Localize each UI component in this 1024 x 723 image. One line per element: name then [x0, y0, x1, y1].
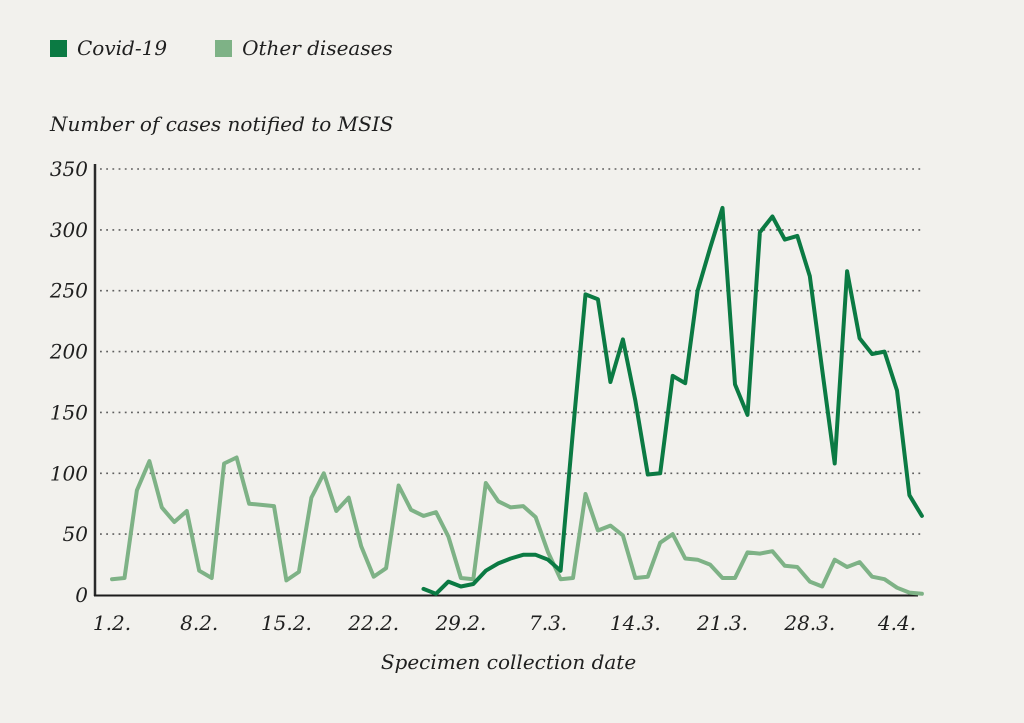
x-tick-label: 21.3.: [696, 611, 748, 635]
y-tick-label: 200: [49, 340, 88, 364]
y-axis-title: Number of cases notified to MSIS: [50, 112, 394, 136]
legend: Covid-19 Other diseases: [50, 38, 393, 58]
y-tick-label: 100: [50, 461, 88, 485]
y-tick-label: 300: [50, 218, 88, 242]
legend-item-other-diseases: Other diseases: [215, 38, 393, 58]
x-tick-label: 8.2.: [180, 611, 218, 635]
x-tick-label: 15.2.: [261, 611, 312, 635]
legend-label: Other diseases: [242, 36, 393, 60]
x-axis-title: Specimen collection date: [380, 650, 637, 674]
legend-item-covid-19: Covid-19: [50, 38, 167, 58]
x-tick-label: 1.2.: [93, 611, 131, 635]
x-tick-label: 7.3.: [529, 611, 567, 635]
y-tick-label: 250: [49, 279, 88, 303]
x-tick-label: 29.2.: [434, 611, 486, 635]
legend-swatch: [50, 39, 67, 57]
legend-label: Covid-19: [77, 36, 168, 60]
y-tick-label: 0: [75, 583, 88, 607]
x-tick-label: 22.2.: [347, 611, 399, 635]
covid-19-line: [421, 205, 924, 596]
legend-swatch: [215, 39, 233, 57]
y-tick-label: 350: [50, 157, 88, 181]
y-tick-label: 50: [63, 522, 89, 546]
y-tick-label: 150: [50, 400, 88, 424]
x-tick-label: 4.4.: [877, 611, 916, 635]
x-tick-label: 28.3.: [783, 611, 835, 635]
other-diseases-line: [110, 455, 924, 596]
x-tick-label: 14.3.: [610, 611, 661, 635]
